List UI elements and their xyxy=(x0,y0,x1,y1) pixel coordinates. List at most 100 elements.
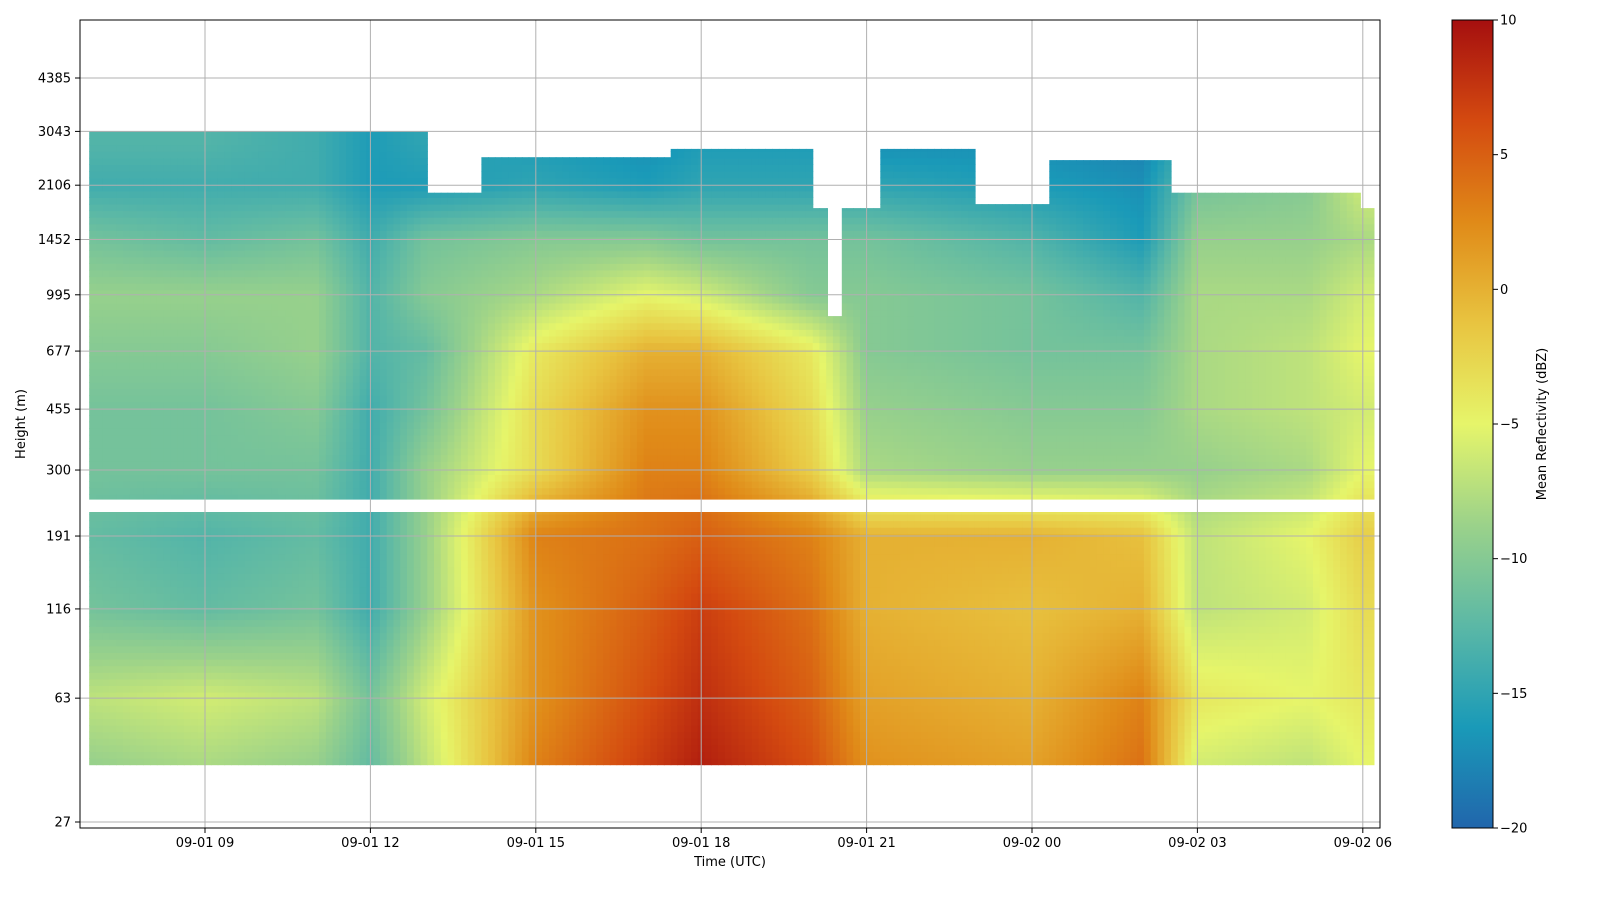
heatmap-cell xyxy=(238,289,246,297)
heatmap-cell xyxy=(346,481,354,489)
heatmap-cell xyxy=(359,553,368,561)
heatmap-cell xyxy=(359,540,368,548)
heatmap-cell xyxy=(238,203,246,212)
heatmap-cell xyxy=(210,289,219,297)
heatmap-cell xyxy=(332,223,340,231)
heatmap-cell xyxy=(136,540,144,548)
heatmap-cell xyxy=(278,711,286,719)
heatmap-cell xyxy=(224,157,232,165)
heatmap-cell xyxy=(373,738,381,746)
heatmap-cell xyxy=(420,428,428,436)
heatmap-cell xyxy=(434,652,442,660)
heatmap-cell xyxy=(183,441,192,449)
heatmap-cell xyxy=(407,177,415,185)
heatmap-cell xyxy=(386,441,395,449)
heatmap-cell xyxy=(197,250,205,258)
heatmap-cell xyxy=(150,481,158,489)
heatmap-cell xyxy=(204,744,212,752)
heatmap-cell xyxy=(285,441,293,449)
heatmap-cell xyxy=(190,612,198,621)
heatmap-cell xyxy=(102,665,111,673)
heatmap-cell xyxy=(258,672,266,680)
heatmap-cell xyxy=(163,751,171,759)
heatmap-cell xyxy=(312,632,320,640)
heatmap-cell xyxy=(197,342,205,350)
heatmap-cell xyxy=(359,731,368,739)
heatmap-cell xyxy=(96,685,104,693)
heatmap-cell xyxy=(319,711,327,719)
heatmap-cell xyxy=(393,718,401,726)
heatmap-cell xyxy=(312,586,320,594)
heatmap-cell xyxy=(427,342,435,350)
heatmap-cell xyxy=(298,758,307,766)
heatmap-cell xyxy=(292,659,300,667)
heatmap-cell xyxy=(136,157,144,165)
heatmap-cell xyxy=(292,289,300,297)
heatmap-cell xyxy=(407,494,415,502)
heatmap-cell xyxy=(413,415,422,423)
heatmap-cell xyxy=(420,144,428,152)
heatmap-cell xyxy=(251,560,259,568)
heatmap-cell xyxy=(373,672,381,680)
heatmap-cell xyxy=(278,184,286,192)
heatmap-cell xyxy=(217,415,226,423)
heatmap-cell xyxy=(238,573,246,581)
heatmap-cell xyxy=(298,131,307,139)
heatmap-cell xyxy=(177,619,185,627)
heatmap-cell xyxy=(177,731,185,739)
heatmap-cell xyxy=(285,711,293,719)
heatmap-cell xyxy=(434,540,442,548)
heatmap-cell xyxy=(143,316,151,324)
heatmap-cell xyxy=(170,606,178,614)
heatmap-cell xyxy=(143,566,151,574)
heatmap-cell xyxy=(312,573,320,581)
heatmap-cell xyxy=(238,415,246,423)
heatmap-cell xyxy=(177,408,185,416)
heatmap-cell xyxy=(319,692,327,700)
heatmap-cell xyxy=(379,388,388,396)
heatmap-cell xyxy=(265,197,273,205)
heatmap-cell xyxy=(244,441,253,449)
heatmap-cell xyxy=(129,540,138,548)
heatmap-cell xyxy=(102,546,111,555)
heatmap-cell xyxy=(231,415,239,423)
heatmap-cell xyxy=(325,540,334,548)
heatmap-cell xyxy=(238,197,246,205)
heatmap-cell xyxy=(238,520,246,528)
heatmap-cell xyxy=(170,269,178,278)
heatmap-cell xyxy=(379,203,388,212)
heatmap-cell xyxy=(292,639,300,647)
heatmap-cell xyxy=(163,718,171,726)
heatmap-cell xyxy=(116,434,124,442)
heatmap-cell xyxy=(116,619,124,627)
heatmap-cell xyxy=(379,527,388,535)
heatmap-cell xyxy=(413,203,422,212)
heatmap-cell xyxy=(407,415,415,423)
heatmap-cell xyxy=(136,672,144,680)
heatmap-cell xyxy=(407,355,415,363)
heatmap-cell xyxy=(420,758,428,766)
heatmap-cell xyxy=(244,513,253,522)
heatmap-cell xyxy=(136,382,144,390)
heatmap-cell xyxy=(332,316,340,324)
heatmap-cell xyxy=(271,395,280,403)
heatmap-cell xyxy=(156,672,165,680)
heatmap-cell xyxy=(156,692,165,700)
heatmap-cell xyxy=(312,236,320,245)
heatmap-cell xyxy=(359,738,368,746)
heatmap-cell xyxy=(244,355,253,363)
heatmap-cell xyxy=(109,164,117,172)
heatmap-cell xyxy=(129,309,138,317)
heatmap-cell xyxy=(325,349,334,357)
heatmap-cell xyxy=(379,157,388,165)
heatmap-cell xyxy=(312,408,320,416)
heatmap-cell xyxy=(238,395,246,403)
heatmap-cell xyxy=(89,698,97,706)
heatmap-cell xyxy=(285,190,293,198)
heatmap-cell xyxy=(298,599,307,607)
heatmap-cell xyxy=(278,283,286,291)
heatmap-cell xyxy=(298,322,307,330)
heatmap-cell xyxy=(400,632,408,640)
heatmap-cell xyxy=(285,665,293,673)
heatmap-cell xyxy=(102,494,111,502)
